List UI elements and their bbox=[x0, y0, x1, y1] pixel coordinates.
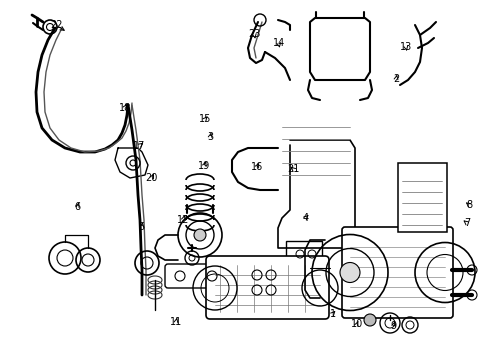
Text: 3: 3 bbox=[207, 132, 213, 142]
FancyBboxPatch shape bbox=[205, 256, 328, 319]
Text: 21: 21 bbox=[286, 164, 299, 174]
Text: 13: 13 bbox=[399, 42, 411, 52]
Circle shape bbox=[363, 314, 375, 326]
Text: 11: 11 bbox=[169, 317, 182, 327]
Text: 6: 6 bbox=[74, 202, 80, 212]
Text: 16: 16 bbox=[250, 162, 263, 172]
Text: 19: 19 bbox=[198, 161, 210, 171]
Text: 4: 4 bbox=[302, 213, 308, 223]
Text: 15: 15 bbox=[199, 114, 211, 124]
Text: 8: 8 bbox=[466, 200, 471, 210]
Text: 10: 10 bbox=[350, 319, 363, 329]
FancyBboxPatch shape bbox=[341, 227, 452, 318]
FancyBboxPatch shape bbox=[243, 258, 285, 292]
Circle shape bbox=[339, 262, 359, 283]
FancyBboxPatch shape bbox=[285, 241, 321, 267]
Text: 7: 7 bbox=[463, 218, 469, 228]
Text: 9: 9 bbox=[390, 321, 396, 331]
Text: 2: 2 bbox=[392, 74, 398, 84]
Text: 5: 5 bbox=[139, 222, 144, 232]
Text: 23: 23 bbox=[247, 29, 260, 39]
Circle shape bbox=[194, 229, 205, 241]
Text: 22: 22 bbox=[50, 20, 62, 30]
Text: 17: 17 bbox=[133, 141, 145, 151]
Text: 18: 18 bbox=[118, 103, 131, 113]
FancyBboxPatch shape bbox=[164, 264, 225, 288]
Text: 14: 14 bbox=[272, 38, 285, 48]
Text: 1: 1 bbox=[329, 309, 335, 319]
Text: 12: 12 bbox=[177, 215, 189, 225]
FancyBboxPatch shape bbox=[397, 163, 446, 232]
Text: 20: 20 bbox=[145, 173, 158, 183]
